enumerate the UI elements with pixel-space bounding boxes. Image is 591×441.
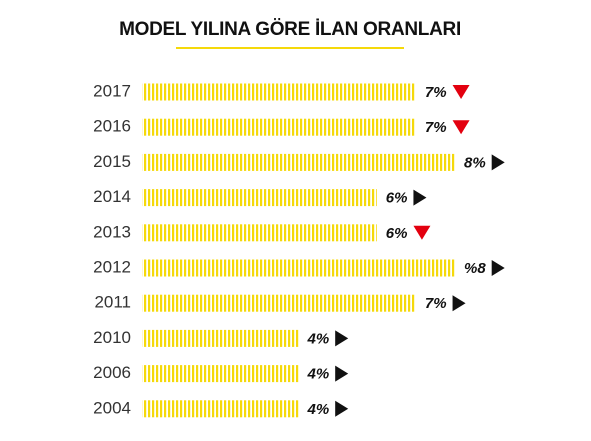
trend-arrow <box>452 85 470 99</box>
trend-arrow <box>491 260 505 276</box>
value-label: 6% <box>386 225 408 242</box>
trend-arrow <box>452 120 470 135</box>
y-tick-label: 2011 <box>94 293 131 312</box>
bar <box>142 365 299 383</box>
bar <box>142 224 377 242</box>
y-tick-label: 2017 <box>93 81 131 100</box>
value-label: 7% <box>425 295 447 312</box>
bar <box>142 400 299 418</box>
y-tick-label: 2016 <box>93 117 131 136</box>
bar <box>142 83 416 101</box>
y-tick-label: 2006 <box>93 363 131 382</box>
trend-arrow <box>413 225 431 240</box>
value-label: 7% <box>425 84 447 101</box>
trend-arrow <box>335 365 349 382</box>
value-label: 7% <box>425 119 447 136</box>
chart-title: MODEL YILINA GÖRE İLAN ORANLARI <box>119 19 461 40</box>
trend-arrow <box>491 154 505 171</box>
bar <box>142 329 299 347</box>
value-label: 4% <box>307 330 330 347</box>
trend-arrow <box>335 400 349 417</box>
value-label: 4% <box>307 366 330 383</box>
bar <box>142 118 416 136</box>
trend-arrow <box>452 295 466 312</box>
bar <box>142 294 416 312</box>
y-tick-label: 2015 <box>93 152 131 171</box>
y-tick-label: 2014 <box>93 187 131 206</box>
bar <box>142 259 455 277</box>
y-tick-label: 2010 <box>93 328 131 347</box>
y-tick-label: 2004 <box>93 398 131 417</box>
value-label: 4% <box>307 401 330 418</box>
bar <box>142 153 455 171</box>
value-label: 8% <box>464 154 486 171</box>
y-tick-label: 2012 <box>93 257 131 276</box>
y-tick-label: 2013 <box>93 222 131 241</box>
value-label: %8 <box>464 260 486 277</box>
value-label: 6% <box>386 190 408 207</box>
bar <box>142 189 377 207</box>
trend-arrow <box>335 330 349 347</box>
trend-arrow <box>413 189 427 206</box>
